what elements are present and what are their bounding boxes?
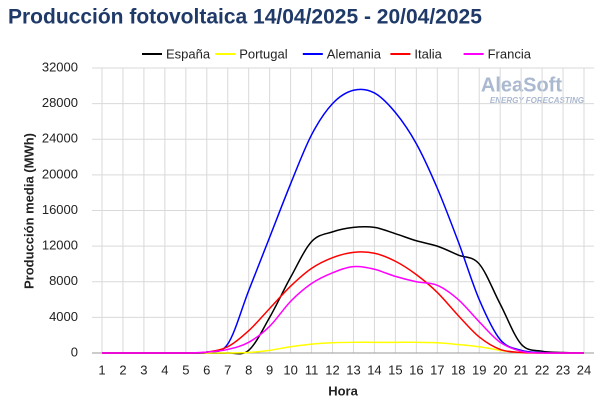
watermark-sub: ENERGY FORECASTING bbox=[490, 96, 584, 105]
x-tick-label: 24 bbox=[577, 362, 591, 377]
y-tick-label: 24000 bbox=[42, 131, 78, 146]
x-tick-label: 15 bbox=[388, 362, 402, 377]
x-tick-label: 12 bbox=[325, 362, 339, 377]
x-tick-label: 23 bbox=[556, 362, 570, 377]
y-tick-label: 12000 bbox=[42, 238, 78, 253]
x-tick-label: 21 bbox=[514, 362, 528, 377]
x-tick-label: 10 bbox=[283, 362, 297, 377]
x-tick-label: 14 bbox=[367, 362, 381, 377]
x-tick-label: 7 bbox=[224, 362, 231, 377]
series-line bbox=[102, 265, 584, 354]
series-line bbox=[102, 251, 584, 354]
x-tick-label: 8 bbox=[245, 362, 252, 377]
legend-label: Francia bbox=[488, 46, 532, 61]
legend-label: España bbox=[166, 46, 211, 61]
x-tick-label: 2 bbox=[119, 362, 126, 377]
y-axis-label: Producción media (MWh) bbox=[21, 133, 36, 289]
x-tick-label: 1 bbox=[98, 362, 105, 377]
chart-title: Producción fotovoltaica 14/04/2025 - 20/… bbox=[8, 6, 482, 29]
x-tick-label: 5 bbox=[182, 362, 189, 377]
x-tick-label: 20 bbox=[493, 362, 507, 377]
x-tick-label: 3 bbox=[140, 362, 147, 377]
x-tick-label: 9 bbox=[266, 362, 273, 377]
legend-label: Italia bbox=[414, 46, 442, 61]
y-tick-label: 28000 bbox=[42, 95, 78, 110]
y-tick-label: 20000 bbox=[42, 166, 78, 181]
y-tick-label: 4000 bbox=[49, 309, 78, 324]
x-tick-label: 6 bbox=[203, 362, 210, 377]
legend-label: Alemania bbox=[327, 46, 382, 61]
x-axis-label: Hora bbox=[328, 383, 358, 398]
y-tick-label: 32000 bbox=[42, 59, 78, 74]
x-tick-label: 18 bbox=[451, 362, 465, 377]
x-tick-label: 17 bbox=[430, 362, 444, 377]
x-tick-label: 11 bbox=[305, 362, 319, 377]
series-line bbox=[102, 88, 585, 354]
x-tick-label: 4 bbox=[161, 362, 168, 377]
x-tick-label: 16 bbox=[409, 362, 423, 377]
y-tick-label: 8000 bbox=[49, 273, 78, 288]
x-tick-label: 13 bbox=[346, 362, 360, 377]
x-tick-label: 22 bbox=[535, 362, 549, 377]
y-tick-label: 16000 bbox=[42, 202, 78, 217]
x-tick-label: 19 bbox=[472, 362, 486, 377]
legend-label: Portugal bbox=[239, 46, 288, 61]
y-tick-label: 0 bbox=[71, 344, 78, 359]
